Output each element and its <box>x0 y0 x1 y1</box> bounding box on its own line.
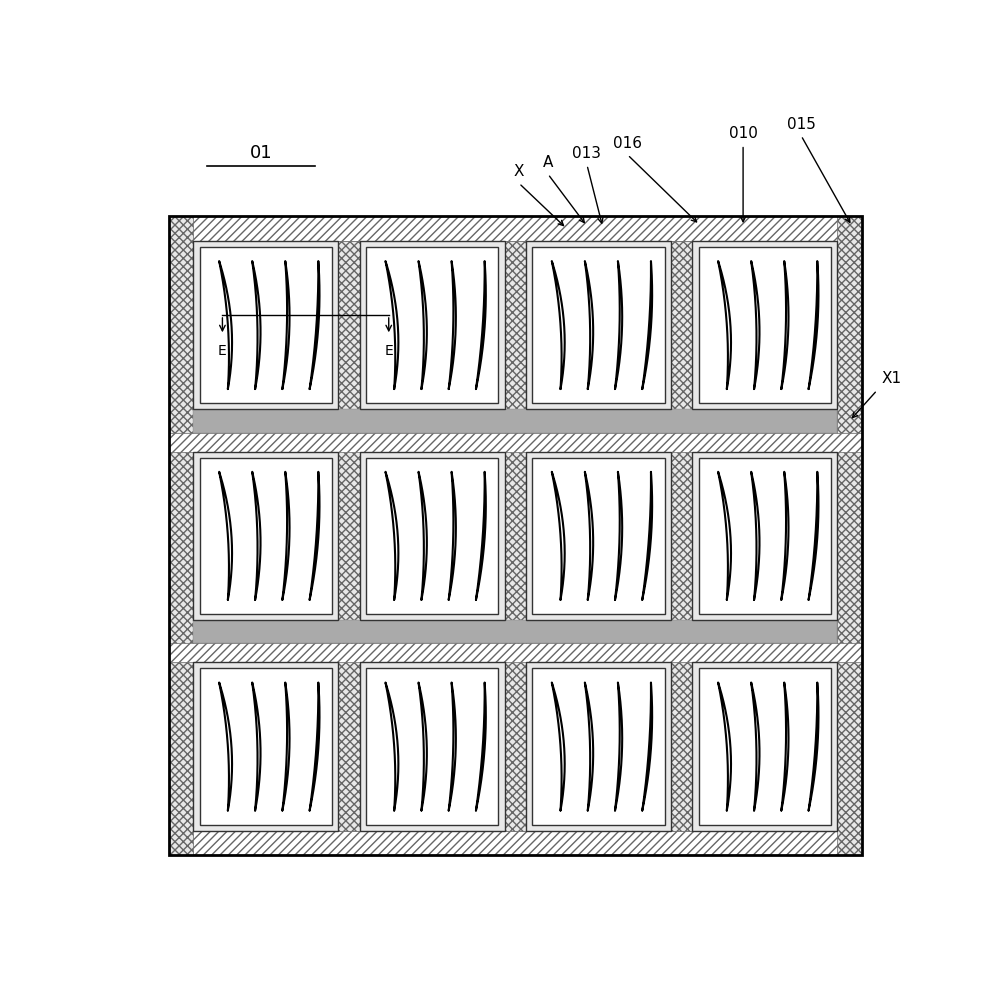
Bar <box>194 241 338 409</box>
Bar <box>526 452 671 620</box>
Polygon shape <box>418 683 427 811</box>
Bar <box>699 458 831 614</box>
Polygon shape <box>643 261 652 389</box>
Bar <box>532 247 665 403</box>
Polygon shape <box>476 472 486 600</box>
Bar <box>526 662 671 831</box>
Polygon shape <box>282 261 289 389</box>
Polygon shape <box>643 683 652 811</box>
Text: X: X <box>514 164 524 179</box>
Bar <box>699 247 831 403</box>
Bar <box>194 662 338 831</box>
Bar <box>169 216 862 855</box>
Bar <box>194 409 837 433</box>
Bar <box>532 458 665 614</box>
Bar <box>699 668 831 825</box>
Polygon shape <box>552 472 565 600</box>
Bar <box>169 216 862 241</box>
Polygon shape <box>585 472 593 600</box>
Bar <box>366 247 498 403</box>
Text: 010: 010 <box>729 126 757 141</box>
Polygon shape <box>808 683 818 811</box>
Bar <box>338 241 360 831</box>
Polygon shape <box>476 683 486 811</box>
Polygon shape <box>643 472 652 600</box>
Bar <box>169 831 862 855</box>
Polygon shape <box>615 472 622 600</box>
Polygon shape <box>418 261 427 389</box>
Bar <box>360 452 505 620</box>
Polygon shape <box>781 261 788 389</box>
Bar <box>837 216 862 855</box>
Polygon shape <box>309 472 319 600</box>
Polygon shape <box>282 472 289 600</box>
Bar <box>194 620 837 643</box>
Bar <box>532 668 665 825</box>
Polygon shape <box>309 261 319 389</box>
Polygon shape <box>552 261 565 389</box>
Polygon shape <box>282 683 289 811</box>
Bar <box>693 241 837 409</box>
Polygon shape <box>751 261 759 389</box>
Polygon shape <box>385 261 398 389</box>
Text: 015: 015 <box>786 117 815 132</box>
Polygon shape <box>781 683 788 811</box>
Polygon shape <box>449 261 456 389</box>
Polygon shape <box>719 683 731 811</box>
Text: E: E <box>218 344 227 358</box>
Bar <box>360 241 505 409</box>
Polygon shape <box>615 261 622 389</box>
Polygon shape <box>585 683 593 811</box>
Bar <box>200 247 332 403</box>
Polygon shape <box>751 472 759 600</box>
Polygon shape <box>808 261 818 389</box>
Text: A: A <box>543 155 553 170</box>
Text: 01: 01 <box>250 144 272 162</box>
Text: E: E <box>384 344 393 358</box>
Text: 013: 013 <box>573 146 602 161</box>
Text: X1: X1 <box>881 371 901 386</box>
Polygon shape <box>449 683 456 811</box>
Polygon shape <box>751 683 759 811</box>
Polygon shape <box>252 261 260 389</box>
Bar <box>360 662 505 831</box>
Polygon shape <box>449 472 456 600</box>
Bar <box>169 433 862 452</box>
Bar <box>693 452 837 620</box>
Polygon shape <box>719 472 731 600</box>
Polygon shape <box>476 261 486 389</box>
Polygon shape <box>719 261 731 389</box>
Polygon shape <box>585 261 593 389</box>
Bar <box>693 662 837 831</box>
Bar <box>194 452 338 620</box>
Polygon shape <box>220 683 233 811</box>
Polygon shape <box>220 261 233 389</box>
Text: 016: 016 <box>613 136 642 151</box>
Bar <box>200 458 332 614</box>
Bar <box>671 241 693 831</box>
Bar <box>505 241 526 831</box>
Polygon shape <box>220 472 233 600</box>
Bar <box>169 643 862 662</box>
Bar <box>169 216 862 855</box>
Polygon shape <box>385 472 398 600</box>
Polygon shape <box>781 472 788 600</box>
Polygon shape <box>808 472 818 600</box>
Polygon shape <box>309 683 319 811</box>
Bar <box>200 668 332 825</box>
Bar <box>366 458 498 614</box>
Polygon shape <box>418 472 427 600</box>
Bar <box>526 241 671 409</box>
Polygon shape <box>252 683 260 811</box>
Bar <box>366 668 498 825</box>
Bar <box>169 216 194 855</box>
Polygon shape <box>615 683 622 811</box>
Polygon shape <box>252 472 260 600</box>
Polygon shape <box>552 683 565 811</box>
Polygon shape <box>385 683 398 811</box>
